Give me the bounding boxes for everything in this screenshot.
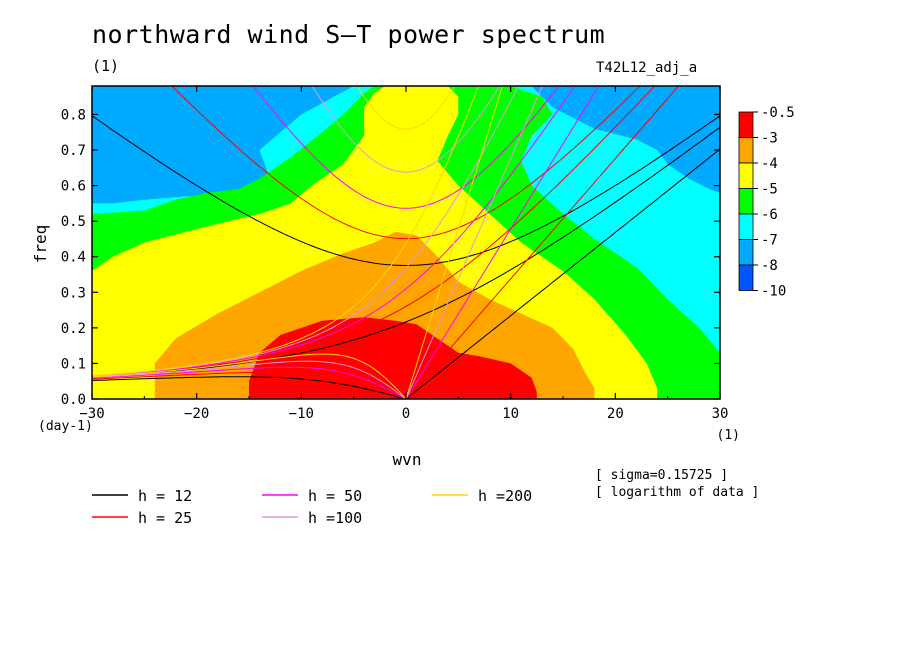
legend-label: h =100 [308,509,362,527]
dispersion-curve [92,353,407,399]
dispersion-curve [92,86,519,377]
colorbar-label: -5 [761,182,778,198]
colorbar-label: -6 [761,207,778,223]
colorbar-swatch [738,264,754,291]
legend: h = 12 h = 25 h = 50 h =100 h =200 [92,487,532,527]
dispersion-curve [405,148,720,399]
colorbar-label: -10 [761,284,786,300]
dispersion-curve [311,86,501,173]
dispersion-curve [92,126,720,378]
legend-label: h =200 [478,487,532,505]
colorbar-swatch [738,213,754,240]
dispersion-curve [92,86,480,377]
colorbar-swatch [738,111,754,138]
y-axis-label: freq [31,225,50,264]
dispersion-curve [92,86,576,377]
y-tick-label: 0.7 [61,143,86,159]
x-tick-label: 30 [712,406,729,422]
y-tick-label: 0.4 [61,250,86,266]
dispersion-curve [405,86,543,399]
x-tick-label: −30 [79,406,104,422]
dispersion-curve [405,86,600,399]
y-tick-label: 0.2 [61,321,86,337]
colorbar-label: -7 [761,233,778,249]
legend-label: h = 50 [308,487,362,505]
dispersion-curve [405,86,503,399]
chart-subtitle: (1) [92,57,120,75]
dispersion-curve [92,86,656,378]
dispersion-curve [92,115,720,267]
colorbar-label: -4 [761,156,778,172]
colorbar-label: -8 [761,258,778,274]
x-tick-label: −10 [289,406,314,422]
dispersion-curve [92,360,407,399]
y-tick-label: 0.3 [61,285,86,301]
dispersion-curve [171,86,641,240]
legend-label: h = 12 [138,487,192,505]
dispersion-curve [92,371,407,399]
colorbar-swatch [738,162,754,189]
x-axis: −30 −20 −10 0 10 20 30 [79,86,728,422]
colorbar: -0.5 -3 -4 -5 -6 -7 -8 -10 [738,105,795,300]
colorbar-label: -3 [761,131,778,147]
y-tick-label: 0.1 [61,356,86,372]
contour-region [92,86,720,193]
colorbar-label: -0.5 [761,105,795,121]
colorbar-swatch [738,188,754,215]
y-axis-unit: (day-1) [38,419,93,434]
log-note: [ logarithm of data ] [595,485,760,500]
dispersion-curve [92,366,407,399]
dispersion-curve [252,86,560,209]
y-tick-label: 0.5 [61,214,86,230]
sigma-note: [ sigma=0.15725 ] [595,468,729,483]
dispersion-curves [92,86,720,399]
chart-title: northward wind S–T power spectrum [92,20,606,49]
x-axis-unit: (1) [717,428,740,443]
x-tick-label: 10 [502,406,519,422]
y-tick-label: 0.6 [61,179,86,195]
x-tick-label: 20 [607,406,624,422]
dispersion-curve [92,376,407,399]
x-axis-label: wvn [393,450,422,469]
colorbar-swatch [738,137,754,164]
dispersion-curve [405,86,680,399]
x-tick-label: 0 [402,406,410,422]
colorbar-swatch [738,239,754,266]
contour-region [92,86,354,204]
x-tick-label: −20 [184,406,209,422]
run-label: T42L12_adj_a [596,60,698,76]
y-tick-label: 0.0 [61,392,86,408]
dispersion-curve [356,86,456,130]
y-axis: 0.0 0.1 0.2 0.3 0.4 0.5 0.6 0.7 0.8 [61,107,720,408]
legend-label: h = 25 [138,509,192,527]
y-tick-label: 0.8 [61,107,86,123]
